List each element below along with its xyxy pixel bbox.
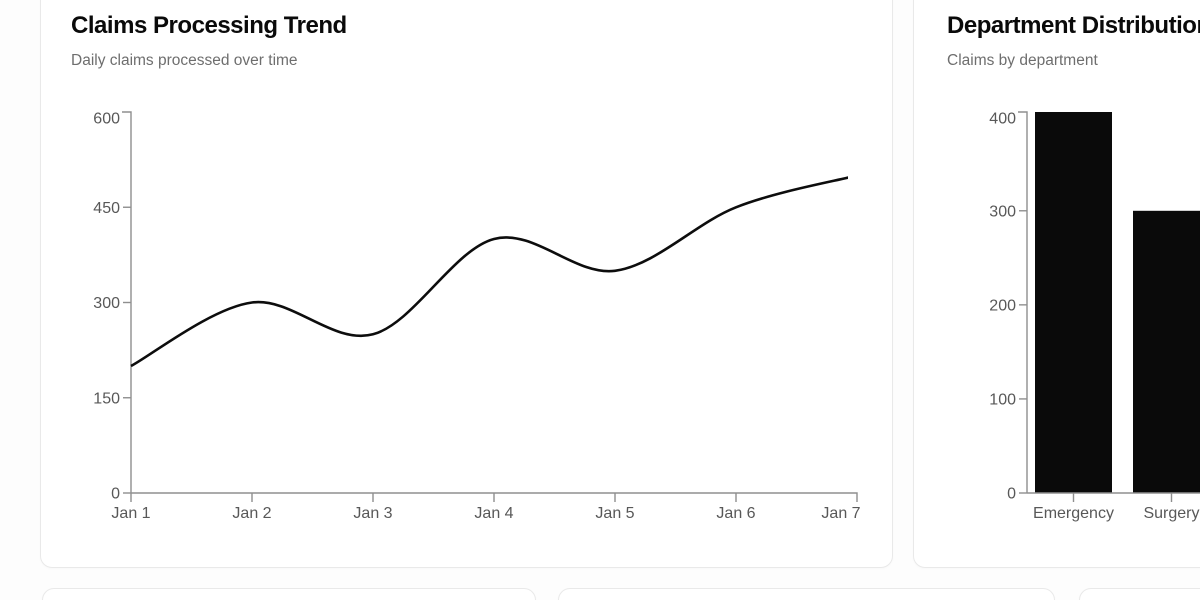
claims-trend-subtitle: Daily claims processed over time	[71, 52, 298, 69]
department-distribution-subtitle: Claims by department	[947, 52, 1098, 69]
card-bottom-left	[42, 588, 536, 600]
card-bottom-right	[1079, 588, 1200, 600]
department-distribution-title: Department Distribution	[947, 12, 1200, 39]
card-bottom-middle	[558, 588, 1055, 600]
card-claims-trend	[40, 0, 893, 568]
claims-trend-title: Claims Processing Trend	[71, 12, 347, 39]
card-department-distribution	[913, 0, 1200, 568]
